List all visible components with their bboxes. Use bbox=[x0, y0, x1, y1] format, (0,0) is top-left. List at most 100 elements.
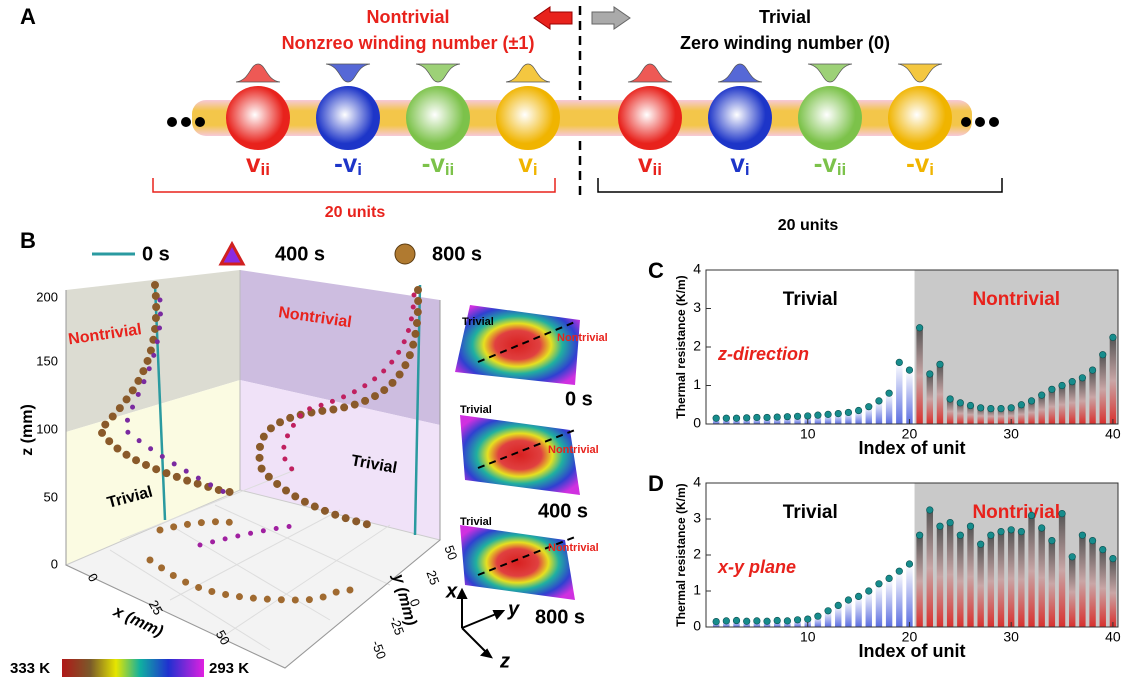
z-tick-label: 0 bbox=[51, 556, 58, 571]
bar-cap bbox=[988, 532, 995, 539]
site bbox=[496, 86, 560, 150]
bar-cap bbox=[784, 413, 791, 420]
bar-cap bbox=[1059, 382, 1066, 389]
bar-cap bbox=[957, 532, 964, 539]
y-tick-label: 3 bbox=[693, 299, 701, 315]
bar bbox=[1110, 337, 1116, 424]
page: { "panel_a": { "label": "A", "left": {"t… bbox=[0, 0, 1128, 681]
bar bbox=[906, 370, 912, 424]
bar-cap bbox=[1038, 525, 1045, 532]
bar-cap bbox=[754, 414, 761, 421]
bar-cap bbox=[825, 608, 832, 615]
bar-cap bbox=[906, 367, 913, 374]
bar-cap bbox=[947, 396, 954, 403]
panel-label: B bbox=[20, 228, 36, 253]
bar-cap bbox=[865, 588, 872, 595]
bar-cap bbox=[804, 616, 811, 623]
z-tick-label: 50 bbox=[44, 489, 58, 504]
site-main: v bbox=[246, 148, 261, 178]
map-label: Nontrivial bbox=[548, 444, 599, 456]
x-tick-label: 10 bbox=[800, 426, 816, 442]
bar-cap bbox=[825, 411, 832, 418]
bar-cap bbox=[784, 618, 791, 625]
y-tick-label: 3 bbox=[693, 510, 701, 526]
y-tick-label: 4 bbox=[693, 261, 701, 277]
map-label: Trivial bbox=[460, 404, 492, 416]
panel-label: C bbox=[648, 258, 664, 283]
bar-cap bbox=[937, 523, 944, 530]
bar-cap bbox=[733, 617, 740, 624]
wave-packet bbox=[416, 64, 460, 82]
bar bbox=[998, 532, 1004, 627]
bar-cap bbox=[723, 415, 730, 422]
bar bbox=[1008, 530, 1014, 627]
site bbox=[798, 86, 862, 150]
z-tick-label: 150 bbox=[36, 353, 58, 368]
z-label: z (mm) bbox=[19, 404, 36, 456]
colorbar-label: 293 K bbox=[209, 660, 249, 677]
site-sub: ii bbox=[261, 160, 270, 179]
right-title: Trivial bbox=[759, 7, 811, 27]
x-axis-label: Index of unit bbox=[859, 438, 966, 458]
units-left: 20 units bbox=[325, 204, 386, 221]
bar bbox=[1079, 535, 1085, 627]
brace-right bbox=[598, 178, 1002, 192]
wave-packet bbox=[718, 64, 762, 82]
bar-cap bbox=[794, 617, 801, 624]
bar-cap bbox=[957, 400, 964, 407]
site bbox=[618, 86, 682, 150]
bar bbox=[886, 393, 892, 424]
bar-cap bbox=[743, 415, 750, 422]
site-sub: i bbox=[533, 160, 538, 179]
bar-cap bbox=[1099, 546, 1106, 553]
bar bbox=[937, 526, 943, 627]
bar bbox=[947, 399, 953, 424]
region-label: Trivial bbox=[783, 289, 838, 310]
map-label: Trivial bbox=[462, 316, 494, 328]
site-sub: ii bbox=[653, 160, 662, 179]
bar-cap bbox=[1018, 528, 1025, 535]
bar-cap bbox=[876, 581, 883, 588]
bar-cap bbox=[835, 602, 842, 609]
bar-cap bbox=[764, 618, 771, 625]
site-main: v bbox=[638, 148, 653, 178]
panel-label: A bbox=[20, 4, 36, 29]
bar-cap bbox=[723, 618, 730, 625]
bar bbox=[1089, 370, 1095, 424]
site-label: vi bbox=[730, 148, 749, 180]
bar-cap bbox=[937, 361, 944, 368]
bar-cap bbox=[947, 519, 954, 526]
site bbox=[888, 86, 952, 150]
bar-cap bbox=[977, 541, 984, 548]
bar bbox=[927, 510, 933, 627]
figure: A Nontrivial Nonzreo winding number (±1)… bbox=[0, 0, 1128, 681]
bar bbox=[1100, 550, 1106, 627]
bar bbox=[1028, 515, 1034, 627]
site-main: v bbox=[518, 148, 533, 178]
site-main: -v bbox=[906, 148, 930, 178]
bar-cap bbox=[1089, 367, 1096, 374]
axis-triad bbox=[458, 590, 503, 657]
bar-cap bbox=[1018, 401, 1025, 408]
bar bbox=[1059, 386, 1065, 425]
bar-cap bbox=[815, 412, 822, 419]
bar bbox=[896, 362, 902, 424]
bar-cap bbox=[1089, 537, 1096, 544]
x-axis-label: Index of unit bbox=[859, 641, 966, 661]
bar bbox=[1089, 541, 1095, 627]
bar-cap bbox=[988, 405, 995, 412]
right-subtitle: Zero winding number (0) bbox=[680, 33, 890, 53]
site-sub: ii bbox=[445, 160, 454, 179]
bar-cap bbox=[906, 561, 913, 568]
bar bbox=[927, 374, 933, 424]
site-sub: i bbox=[745, 160, 750, 179]
bar bbox=[1110, 559, 1116, 627]
wave-packet bbox=[808, 64, 852, 82]
bar-cap bbox=[713, 415, 720, 422]
bar-cap bbox=[713, 618, 720, 625]
y-tick-label: 4 bbox=[693, 474, 701, 490]
bar-cap bbox=[967, 402, 974, 409]
bar bbox=[1059, 514, 1065, 627]
bar bbox=[1039, 528, 1045, 627]
z-tick-label: 200 bbox=[36, 289, 58, 304]
